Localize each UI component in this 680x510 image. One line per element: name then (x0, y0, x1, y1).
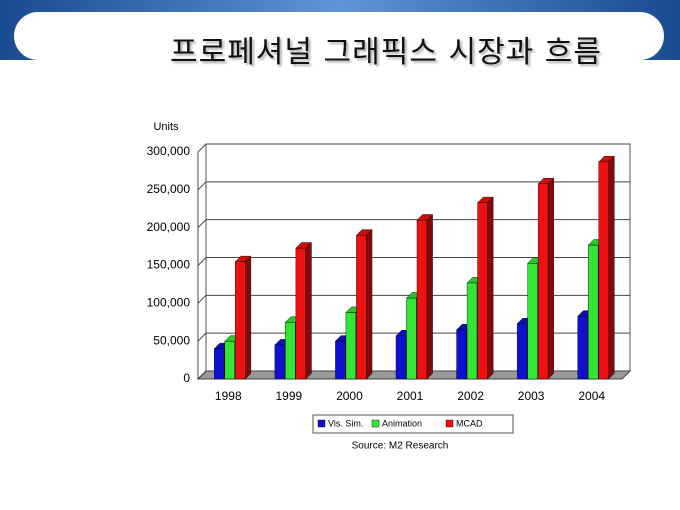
legend-swatch (445, 419, 454, 428)
bar-front (527, 263, 538, 380)
y-tick-label: 200,000 (147, 220, 191, 234)
bar-front (235, 261, 246, 380)
legend-label: Animation (382, 418, 422, 428)
bar-front (356, 235, 367, 380)
bar-front (456, 329, 467, 380)
y-tick-label: 100,000 (147, 296, 191, 310)
bar (234, 255, 252, 380)
bar-front (285, 322, 296, 380)
y-tick-label: 0 (183, 371, 190, 385)
slide-title: 프로페셔널 그래픽스 시장과 흐름 (170, 35, 603, 70)
banner-fade (0, 60, 680, 80)
bar-front (598, 161, 609, 380)
y-tick-label: 250,000 (147, 182, 191, 196)
bar-front (274, 344, 286, 380)
x-tick-label: 1998 (215, 389, 242, 403)
bar-front (406, 297, 417, 380)
source: Source: M2 Research (352, 441, 449, 452)
x-tick-label: 2002 (457, 389, 484, 403)
legend-swatch (317, 419, 326, 428)
bar-side (547, 177, 554, 380)
bar-front (466, 282, 478, 380)
bar-front (295, 247, 307, 380)
grid-line (197, 181, 630, 191)
y-axis-label: Units (153, 121, 179, 133)
banner-pill (14, 12, 664, 60)
bar-front (577, 315, 588, 380)
bar (295, 242, 312, 380)
x-tick-label: 2000 (336, 389, 363, 403)
bar-side (426, 214, 433, 380)
x-tick-label: 1999 (276, 389, 303, 403)
bar-side (608, 155, 615, 380)
bar (537, 177, 555, 380)
bar-front (214, 348, 225, 380)
y-tick-label: 300,000 (147, 144, 191, 158)
x-tick-label: 2003 (518, 389, 545, 403)
bar-side (487, 196, 494, 380)
bar-front (477, 202, 488, 380)
bar (598, 155, 615, 380)
bar-front (395, 335, 407, 380)
bar (416, 214, 434, 380)
bar-side (366, 229, 373, 380)
legend-swatch (371, 419, 380, 428)
bar-side (245, 255, 252, 380)
bar-front (588, 244, 599, 380)
legend-box (312, 414, 514, 434)
bar-front (516, 323, 528, 380)
bar (477, 196, 494, 380)
bar-front (416, 219, 428, 380)
bar-side (305, 242, 312, 380)
x-tick-label: 2001 (397, 389, 424, 403)
bar-front (537, 183, 549, 380)
bar-front (224, 340, 235, 380)
legend-label: MCAD (456, 418, 483, 428)
bar-front (335, 340, 346, 380)
y-tick-label: 150,000 (147, 258, 191, 272)
bar-front (345, 312, 357, 380)
bar (355, 229, 373, 380)
x-tick-label: 2004 (578, 389, 605, 403)
y-tick-label: 50,000 (153, 333, 190, 347)
legend-label: Vis. Sim. (328, 418, 363, 428)
grid-line (197, 143, 630, 153)
